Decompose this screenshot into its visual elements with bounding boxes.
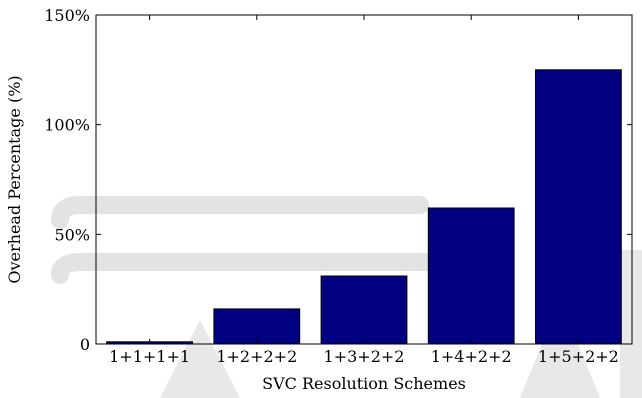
- y-tick-label: 50%: [54, 225, 90, 244]
- x-tick-layer: 1+1+1+1 1+2+2+2 1+3+2+2 1+4+2+2 1+5+2+2: [109, 15, 619, 366]
- plot-frame: [95, 14, 633, 345]
- x-tick-label: 1+3+2+2: [324, 347, 405, 366]
- bar-1+4+2+2: [427, 207, 515, 345]
- bar-1+2+2+2: [213, 308, 301, 345]
- x-tick-label: 1+1+1+1: [109, 347, 190, 366]
- x-tick-label: 1+5+2+2: [538, 347, 619, 366]
- x-tick-label: 1+2+2+2: [216, 347, 297, 366]
- y-tick-label: 150%: [44, 6, 90, 25]
- y-tick-label: 100%: [44, 116, 90, 135]
- bar-1+3+2+2: [320, 275, 408, 345]
- watermark: [51, 196, 642, 398]
- y-tick-layer: 0 50% 100% 150%: [44, 6, 632, 354]
- x-tick-label: 1+4+2+2: [431, 347, 512, 366]
- y-axis-title: Overhead Percentage (%): [5, 75, 24, 283]
- y-tick-label: 0: [80, 335, 90, 354]
- x-axis-title: SVC Resolution Schemes: [262, 374, 466, 393]
- bars-layer: [106, 69, 622, 345]
- bar-1+5+2+2: [535, 69, 622, 345]
